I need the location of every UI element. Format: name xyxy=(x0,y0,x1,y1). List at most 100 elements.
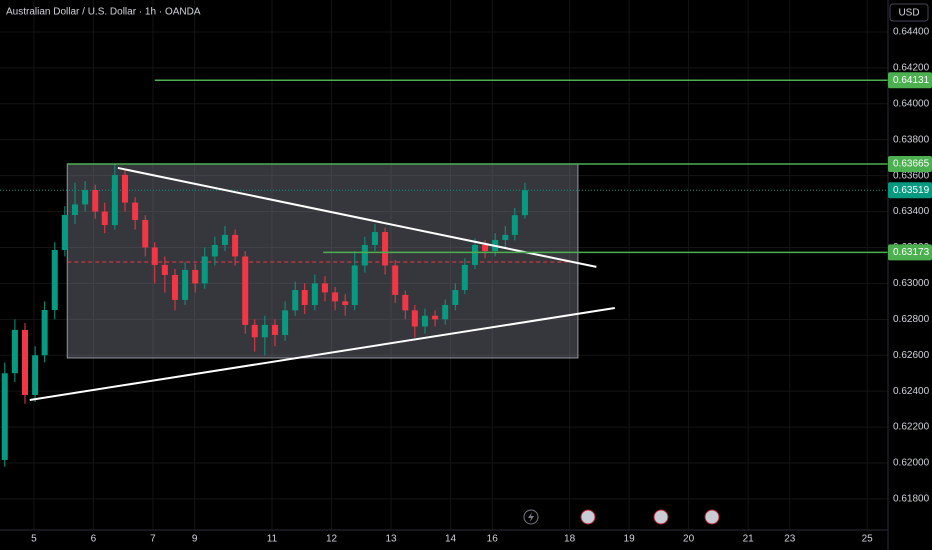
candle-body xyxy=(342,301,349,305)
event-icon[interactable] xyxy=(653,509,669,525)
candle-body xyxy=(61,214,68,251)
trendline xyxy=(117,166,597,268)
event-icons xyxy=(523,509,720,525)
y-tick-label: 0.64400 xyxy=(893,27,930,38)
y-tick-label: 0.62400 xyxy=(893,386,930,397)
candle-body xyxy=(402,294,409,311)
x-tick-label: 9 xyxy=(192,534,198,545)
currency[interactable]: USD xyxy=(898,8,919,19)
candle-body xyxy=(182,269,189,300)
x-tick-label: 5 xyxy=(31,534,37,545)
candle-body xyxy=(502,234,509,240)
candle-body xyxy=(151,247,158,265)
candle-body xyxy=(351,265,358,305)
candle-body xyxy=(232,234,239,257)
candle-body xyxy=(32,355,39,395)
candle-body xyxy=(111,174,118,226)
x-tick-label: 21 xyxy=(743,534,755,545)
candle-body xyxy=(511,215,518,235)
level-price-label: 0.63665 xyxy=(893,159,930,170)
y-tick-label: 0.64000 xyxy=(893,98,930,109)
candle-body xyxy=(432,315,439,320)
candle-body xyxy=(282,310,289,335)
candle-body xyxy=(192,269,199,284)
x-tick-label: 6 xyxy=(91,534,97,545)
lightning xyxy=(528,512,534,522)
x-tick-label: 23 xyxy=(784,534,796,545)
candle-body xyxy=(51,250,58,310)
level-price-tag xyxy=(888,244,932,261)
candle-body xyxy=(101,211,108,226)
candle-body xyxy=(461,264,468,291)
candle-body xyxy=(11,329,18,374)
candle-body xyxy=(301,290,308,305)
candle-body xyxy=(311,283,318,305)
candle-body xyxy=(411,310,418,327)
y-tick-label: 0.63400 xyxy=(893,206,930,217)
candle-body xyxy=(41,309,48,356)
y-tick-label: 0.62800 xyxy=(893,314,930,325)
candle-body xyxy=(452,290,459,305)
x-tick-label: 14 xyxy=(445,534,457,545)
x-tick-label: 25 xyxy=(862,534,874,545)
candle-body xyxy=(361,244,368,266)
candle-body xyxy=(132,202,139,221)
y-tick-label: 0.62000 xyxy=(893,458,930,469)
x-tick-label: 19 xyxy=(624,534,636,545)
candle-body xyxy=(521,190,528,216)
current-price-label: 0.63519 xyxy=(893,185,930,196)
level-price-label: 0.63173 xyxy=(893,247,930,258)
candle-body xyxy=(242,256,249,325)
candle-body xyxy=(21,329,28,395)
level-price-tag xyxy=(888,72,932,89)
x-tick-label: 18 xyxy=(564,534,576,545)
candle-body xyxy=(261,324,268,338)
candle-body xyxy=(211,244,218,257)
event-icon[interactable] xyxy=(580,509,596,525)
x-tick-label: 13 xyxy=(385,534,397,545)
level-price-label: 0.64131 xyxy=(893,75,930,86)
candle-body xyxy=(221,234,228,245)
candle-body xyxy=(92,190,99,212)
y-tick-label: 0.63000 xyxy=(893,278,930,289)
candle-body xyxy=(382,232,389,266)
event-icon[interactable] xyxy=(704,509,720,525)
candle-body xyxy=(482,244,489,252)
y-tick-label: 0.63800 xyxy=(893,134,930,145)
x-tick-label: 20 xyxy=(683,534,695,545)
candle-body xyxy=(171,274,178,300)
y-tick-label: 0.64200 xyxy=(893,63,930,74)
trendline xyxy=(29,307,615,401)
range-box xyxy=(66,163,579,359)
candle-body xyxy=(392,265,399,295)
level-price-tag xyxy=(888,155,932,172)
y-tick-label: 0.62200 xyxy=(893,422,930,433)
x-tick-label: 12 xyxy=(326,534,338,545)
candle-body xyxy=(71,204,78,215)
candle-body xyxy=(142,220,149,248)
currency-button[interactable] xyxy=(889,3,929,22)
x-tick-label: 16 xyxy=(487,534,499,545)
candle-body xyxy=(332,292,339,302)
candle-body xyxy=(161,264,168,275)
candle-body xyxy=(442,304,449,320)
candle-body xyxy=(471,244,478,265)
candle-body xyxy=(292,290,299,311)
candle-body xyxy=(1,373,8,460)
x-tick-label: 11 xyxy=(267,534,278,545)
chart-title: Australian Dollar / U.S. Dollar · 1h · O… xyxy=(6,7,201,18)
candle-body xyxy=(82,190,89,205)
candle-body xyxy=(121,174,128,203)
candle-body xyxy=(201,256,208,284)
candle-body xyxy=(251,324,258,338)
candle-body xyxy=(371,232,378,245)
x-tick-label: 7 xyxy=(150,534,156,545)
candle-body xyxy=(321,283,328,293)
current-price-tag xyxy=(888,182,932,199)
y-tick-label: 0.61800 xyxy=(893,494,930,505)
candle-body xyxy=(421,315,428,327)
y-tick-label: 0.63600 xyxy=(893,170,930,181)
y-tick-label: 0.62600 xyxy=(893,350,930,361)
